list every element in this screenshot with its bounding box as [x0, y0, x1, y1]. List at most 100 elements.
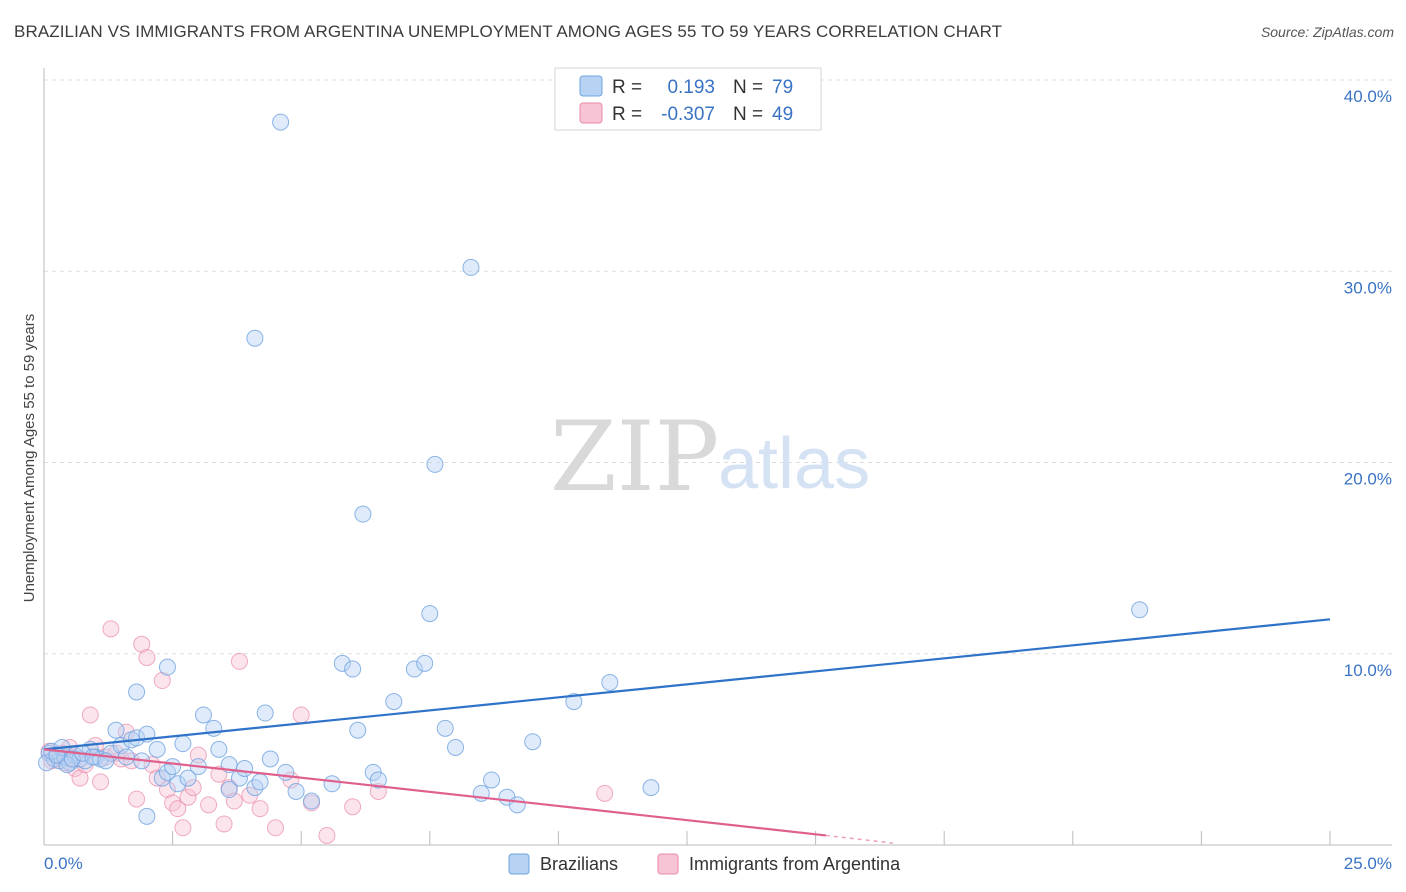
grid-lines	[44, 79, 1392, 655]
brazilian-point	[426, 455, 444, 473]
brazilian-point	[251, 773, 269, 791]
brazilian-point	[462, 258, 480, 276]
brazilians-trend-line	[43, 618, 1331, 751]
argentina-point	[153, 672, 171, 690]
argentina-point	[179, 788, 197, 806]
argentina-trend-extension	[825, 834, 893, 844]
brazilian-point	[272, 113, 290, 131]
argentina-point	[596, 784, 614, 802]
argentina-point	[292, 706, 310, 724]
legend-n-label-1: N =	[733, 77, 763, 98]
argentina-trend-line	[43, 748, 827, 837]
argentina-point	[138, 649, 156, 667]
watermark-atlas: atlas	[718, 424, 870, 504]
brazilian-point	[1131, 601, 1149, 619]
brazilian-point	[483, 771, 501, 789]
brazilian-point	[261, 750, 279, 768]
brazilian-point	[148, 740, 166, 758]
brazilian-point	[194, 706, 212, 724]
chart-title: BRAZILIAN VS IMMIGRANTS FROM ARGENTINA U…	[14, 22, 1003, 41]
brazilian-point	[128, 729, 146, 747]
legend-swatch-pink	[579, 102, 603, 124]
brazilian-point	[349, 721, 367, 739]
legend-bottom-swatch-blue	[508, 853, 530, 875]
legend-r-value-1: 0.193	[667, 77, 715, 98]
legend-r-label-2: R =	[612, 104, 642, 125]
brazilian-point	[107, 721, 125, 739]
y-axis-label: Unemployment Among Ages 55 to 59 years	[21, 314, 38, 603]
legend-series: Brazilians Immigrants from Argentina	[508, 853, 901, 875]
brazilian-point	[277, 763, 295, 781]
brazilian-point	[236, 760, 254, 777]
axes	[43, 68, 1392, 846]
brazilian-point	[405, 660, 423, 678]
brazilian-point	[421, 605, 439, 623]
brazilian-point	[169, 775, 187, 793]
brazilian-point	[246, 329, 264, 347]
x-tick-max: 25.0%	[1344, 854, 1392, 873]
legend-bottom-swatch-pink	[657, 853, 679, 875]
legend-n-label-2: N =	[733, 104, 763, 125]
argentina-point	[215, 815, 233, 833]
y-tick-label: 20.0%	[1344, 470, 1392, 489]
brazilian-point	[416, 654, 434, 672]
brazilian-point	[508, 796, 526, 814]
brazilian-point	[138, 807, 156, 825]
brazilian-point	[447, 738, 465, 756]
watermark-zip: ZIP	[550, 401, 719, 513]
source-label: Source: ZipAtlas.com	[1260, 24, 1394, 40]
brazilian-point	[164, 758, 182, 776]
brazilian-point	[174, 735, 192, 753]
x-tick-min: 0.0%	[44, 854, 83, 873]
argentina-point	[318, 826, 336, 844]
y-tick-label: 40.0%	[1344, 87, 1392, 106]
argentina-point	[174, 819, 192, 837]
brazilian-point	[287, 782, 305, 800]
argentina-point	[200, 796, 218, 814]
trend-lines	[43, 618, 1331, 844]
brazilian-point	[205, 719, 223, 737]
legend-correlation: R = 0.193 N = 79 R = -0.307 N = 49	[554, 67, 822, 131]
y-tick-labels: 10.0% 20.0% 30.0% 40.0%	[1344, 87, 1392, 680]
argentina-point	[148, 769, 166, 787]
legend-r-value-2: -0.307	[661, 104, 715, 125]
legend-swatch-blue	[579, 75, 603, 97]
legend-bottom-label-1: Brazilians	[540, 854, 618, 874]
argentina-point	[128, 790, 146, 808]
brazilian-point	[642, 779, 660, 797]
argentina-point	[169, 800, 187, 818]
legend-r-label-1: R =	[612, 77, 642, 98]
brazilian-point	[179, 769, 197, 787]
argentina-point	[266, 819, 284, 837]
brazilian-point	[84, 748, 102, 766]
y-tick-label: 30.0%	[1344, 278, 1392, 297]
argentina-point	[102, 620, 120, 638]
brazilian-point	[385, 693, 403, 711]
brazilian-point	[436, 719, 454, 737]
brazilian-point	[524, 733, 542, 751]
brazilian-point	[128, 683, 146, 701]
argentina-point	[81, 706, 99, 724]
argentina-point	[230, 652, 248, 670]
legend-bottom-label-2: Immigrants from Argentina	[689, 854, 901, 874]
legend-n-value-1: 79	[772, 77, 793, 98]
brazilian-point	[210, 740, 228, 758]
brazilian-point	[565, 693, 583, 711]
brazilian-point	[302, 792, 320, 810]
brazilian-point	[344, 660, 362, 678]
y-tick-label: 10.0%	[1344, 661, 1392, 680]
brazilian-point	[333, 654, 351, 672]
brazilian-point	[369, 771, 387, 789]
brazilian-point	[158, 658, 176, 676]
argentina-point	[133, 635, 151, 653]
argentina-point	[344, 798, 362, 816]
brazilian-point	[220, 781, 238, 799]
brazilian-point	[354, 505, 372, 523]
brazilian-point	[323, 775, 341, 793]
brazilian-point	[256, 704, 274, 722]
brazilian-point	[601, 673, 619, 691]
argentina-point	[251, 800, 269, 818]
argentina-point	[71, 769, 89, 787]
argentina-point	[92, 773, 110, 791]
